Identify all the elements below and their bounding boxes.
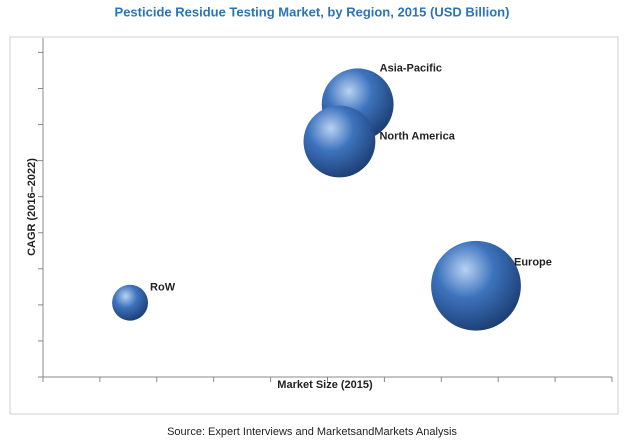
bubble-label: North America	[379, 130, 455, 142]
source-note: Source: Expert Interviews and Marketsand…	[167, 426, 457, 438]
bubble	[431, 240, 521, 331]
bubble-label: Europe	[514, 257, 552, 269]
chart-title: Pesticide Residue Testing Market, by Reg…	[115, 4, 510, 19]
bubble-label: RoW	[150, 282, 176, 294]
y-axis-label: CAGR (2016–2022)	[26, 158, 38, 256]
bubble	[303, 105, 376, 178]
x-axis-label: Market Size (2015)	[277, 379, 373, 391]
chart-frame	[9, 36, 619, 415]
bubble	[112, 284, 149, 321]
bubble-label: Asia-Pacific	[380, 62, 442, 74]
